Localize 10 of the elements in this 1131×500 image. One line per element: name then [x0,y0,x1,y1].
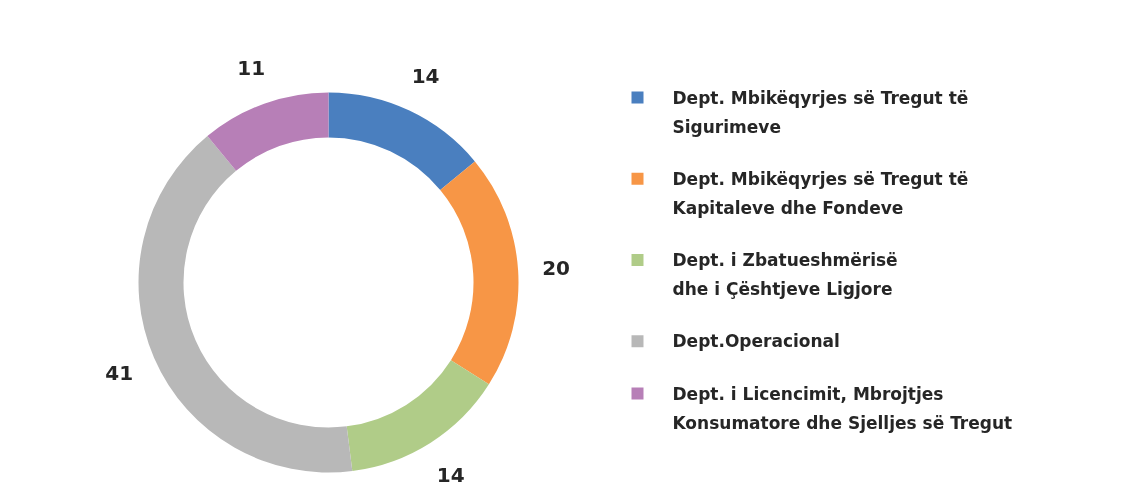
legend-label: Dept. Mbikëqyrjes së Tregut të Sigurimeve [672,87,969,137]
legend-label: Dept.Operacional [672,331,840,352]
legend-label: Dept. i Licencimit, Mbrojtjes Konsumatore dhe Sjelljes së Tregut [672,383,1013,433]
data-label: 20 [542,256,570,281]
data-label: 41 [105,361,134,386]
legend-label: Dept. i Zbatueshmërisë dhe i Çështjeve Ligjore [672,250,898,299]
data-label: 14 [411,64,440,89]
data-label: 11 [237,55,266,80]
data-label: 14 [436,463,465,488]
legend-label: Dept. Mbikëqyrjes së Tregut të Kapitaleve dhe Fondeve [672,168,969,218]
